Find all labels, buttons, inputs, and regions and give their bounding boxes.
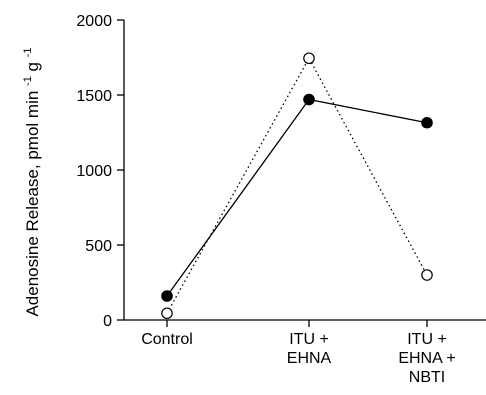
y-axis-title-sup1: -1 [22, 76, 34, 86]
data-point-open [303, 52, 315, 65]
data-point-open [161, 307, 173, 320]
data-point-filled [303, 93, 315, 106]
data-point-open [421, 269, 433, 281]
y-tick-label: 1000 [76, 163, 112, 180]
axes: 0 500 1000 1500 2000 Control ITU + EHNA ITU + EHN… [76, 13, 486, 386]
x-tick-label: ITU + EHNA + NBTI [398, 331, 455, 386]
x-tick-label-line: NBTI [409, 369, 445, 386]
x-tick-label-line: ITU + [407, 331, 447, 348]
data-point-filled [421, 116, 433, 129]
y-axis-title-main: Adenosine Release, pmol min [23, 91, 42, 317]
y-tick-label: 1500 [76, 88, 112, 105]
x-tick-label: ITU + EHNA [287, 331, 332, 367]
series-line-dotted [166, 56, 428, 314]
y-tick-label: 0 [103, 313, 112, 330]
x-tick-label-line: Control [141, 331, 193, 348]
x-tick-label-line: EHNA [287, 350, 332, 367]
y-axis-title: Adenosine Release, pmol min -1 g -1 [16, 47, 42, 316]
data-point-filled [161, 290, 173, 302]
series-line-solid [166, 98, 428, 297]
y-tick-label: 2000 [76, 13, 112, 30]
series-layer [161, 52, 433, 320]
x-tick-label: Control [141, 331, 193, 348]
y-axis-title-sup2: -1 [22, 47, 34, 57]
y-tick-label: 500 [85, 238, 112, 255]
x-tick-label-line: ITU + [289, 331, 329, 348]
x-tick-label-line: EHNA + [398, 350, 455, 367]
y-axis-title-mid: g [23, 62, 42, 71]
